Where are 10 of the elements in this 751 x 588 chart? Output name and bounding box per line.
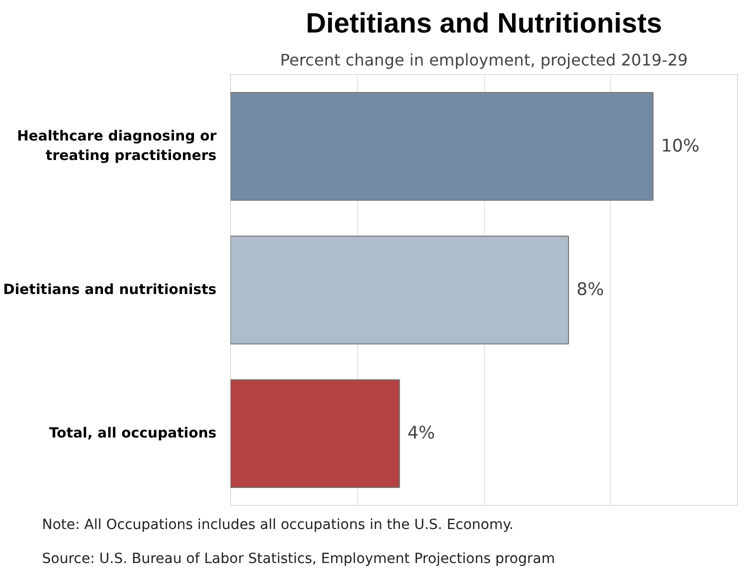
y-tick-label: Dietitians and nutritionists xyxy=(3,282,216,298)
data-label: 8% xyxy=(576,280,604,300)
data-label: 10% xyxy=(661,136,700,156)
chart-title: Dietitians and Nutritionists xyxy=(306,8,662,38)
source-note: Source: U.S. Bureau of Labor Statistics, Employment Projections program xyxy=(42,550,555,569)
data-label: 4% xyxy=(408,424,435,444)
y-tick-label: Healthcare diagnosing or treating practitioners xyxy=(16,128,217,164)
y-tick-label: Total, all occupations xyxy=(49,426,217,442)
chart-subtitle: Percent change in employment, projected 2019-29 xyxy=(280,50,688,70)
text: Note: All Occupations includes all occupations in the U.S. Economy. xyxy=(42,516,514,535)
